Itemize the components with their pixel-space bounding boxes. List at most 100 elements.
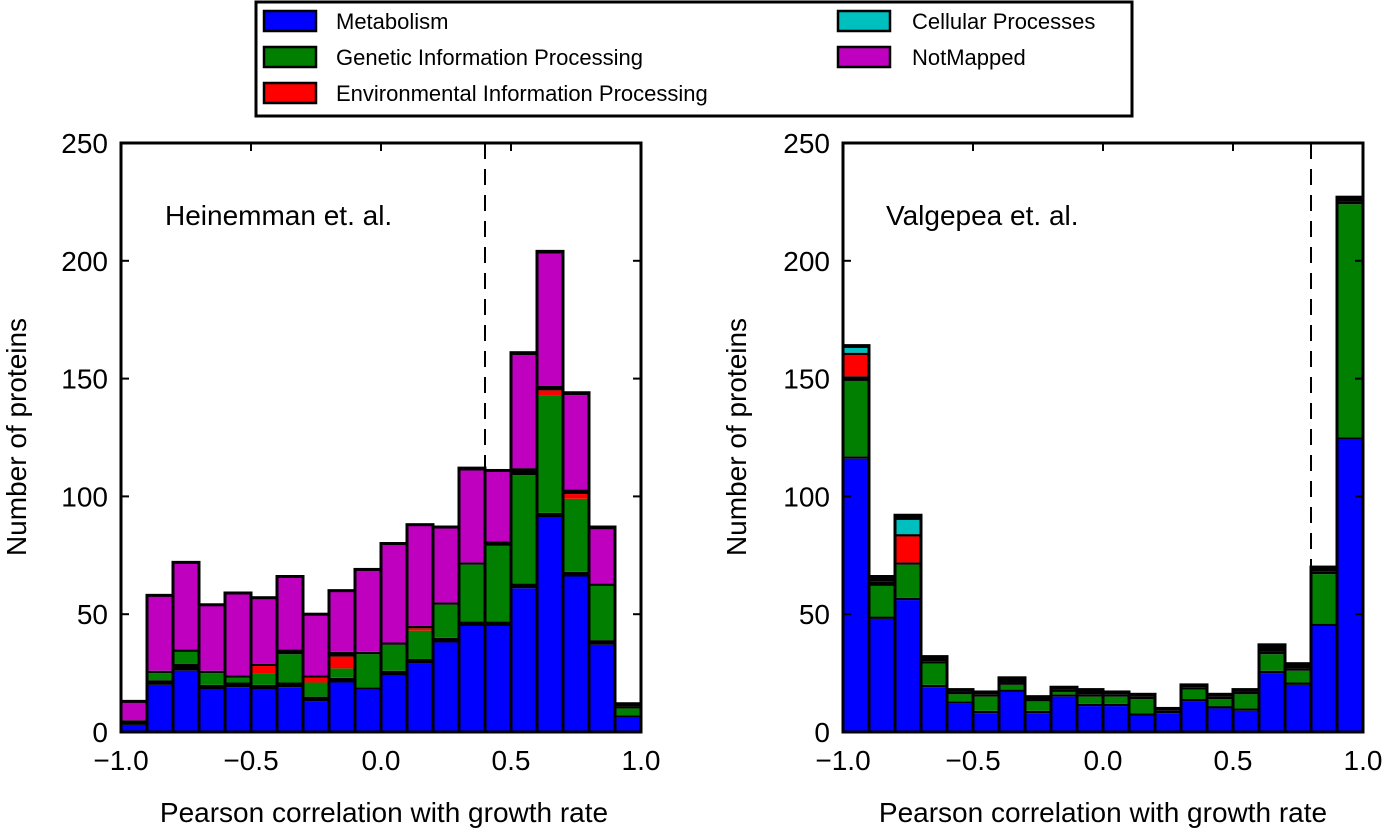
- bar-segment-genetic-information-processing: [869, 585, 895, 617]
- bar-segment-environmental-information-processing: [563, 494, 589, 499]
- legend-item-notmapped: NotMapped: [836, 45, 1026, 70]
- x-tick-label: 0.5: [492, 745, 531, 776]
- bar-segment-unlabeled: [147, 670, 173, 674]
- bar-segment-genetic-information-processing: [511, 475, 537, 584]
- bar-segment-genetic-information-processing: [173, 651, 199, 664]
- legend-item-environmental-information-processing: Environmental Information Processing: [262, 81, 708, 106]
- bar-segment-unlabeled: [589, 583, 615, 586]
- bar-segment-metabolism: [537, 517, 563, 732]
- bar-segment-metabolism: [1025, 713, 1051, 732]
- bar-segment-metabolism: [1051, 696, 1077, 732]
- bar-segment-unlabeled: [1311, 623, 1337, 626]
- bar-segment-metabolism: [947, 703, 973, 732]
- bar-segment-genetic-information-processing: [1285, 670, 1311, 683]
- bar-segment-unlabeled: [433, 637, 459, 643]
- bar-segment-metabolism: [199, 689, 225, 732]
- y-tick-label: 200: [783, 246, 830, 277]
- bar-segment-unlabeled: [485, 621, 511, 626]
- legend: Metabolism Genetic Information Processin…: [254, 0, 1134, 118]
- bar-segment-unlabeled: [1129, 696, 1155, 700]
- bar-segment-metabolism: [589, 644, 615, 732]
- bar-segment-metabolism: [485, 625, 511, 732]
- bar-segment-unlabeled: [1337, 437, 1363, 440]
- bar-segment-notmapped: [121, 701, 147, 721]
- bar-segment-unlabeled: [485, 541, 511, 546]
- bar-segment-environmental-information-processing: [251, 666, 277, 674]
- chart-valgepea: −1.0 −0.5 0.0 0.5 1.0 0 50 100 150 200 250 Valgepe…: [721, 128, 1382, 828]
- bar-segment-unlabeled: [921, 661, 947, 664]
- bar-segment-environmental-information-processing: [329, 656, 355, 669]
- y-tick-label: 200: [61, 246, 108, 277]
- bar-segment-unlabeled: [459, 562, 485, 565]
- bar-segment-unlabeled: [895, 534, 921, 537]
- bar-segment-unlabeled: [537, 512, 563, 518]
- bar-segment-metabolism: [329, 682, 355, 732]
- bar-segment-notmapped: [381, 543, 407, 643]
- x-tick-label: 0.5: [1214, 745, 1253, 776]
- bar-segment-unlabeled: [1285, 668, 1311, 671]
- ticks-heinemman: −1.0 −0.5 0.0 0.5 1.0 0 50 100 150 200 250: [61, 128, 660, 776]
- bar-segment-notmapped: [563, 395, 589, 490]
- bar-segment-notmapped: [199, 604, 225, 671]
- bar-segment-unlabeled: [1337, 201, 1363, 205]
- bar-segment-genetic-information-processing: [1129, 699, 1155, 714]
- bar-segment-genetic-information-processing: [1103, 696, 1129, 704]
- y-tick-label: 250: [61, 128, 108, 159]
- bar-segment-unlabeled: [1285, 682, 1311, 685]
- bar-segment-unlabeled: [407, 625, 433, 629]
- y-tick-label: 150: [783, 364, 830, 395]
- bar-segment-metabolism: [1285, 684, 1311, 732]
- bar-segment-metabolism: [843, 458, 869, 732]
- bar-segment-unlabeled: [173, 663, 199, 671]
- bar-segment-unlabeled: [1311, 567, 1337, 572]
- bar-segment-unlabeled: [1259, 651, 1285, 655]
- bar-segment-unlabeled: [355, 687, 381, 690]
- bar-segment-unlabeled: [563, 489, 589, 495]
- bar-segment-genetic-information-processing: [303, 682, 329, 697]
- bar-segment-metabolism: [277, 687, 303, 732]
- bar-segment-notmapped: [251, 597, 277, 664]
- y-axis-label-heinemman: Number of proteins: [1, 318, 32, 556]
- bar-segment-genetic-information-processing: [1233, 694, 1259, 709]
- bar-segment-metabolism: [303, 701, 329, 732]
- bar-segment-notmapped: [147, 595, 173, 671]
- bar-segment-genetic-information-processing: [277, 654, 303, 683]
- bar-segment-unlabeled: [1259, 644, 1285, 652]
- bar-segment-metabolism: [251, 689, 277, 732]
- legend-label-cellular-processes: Cellular Processes: [912, 9, 1095, 34]
- bar-segment-genetic-information-processing: [251, 673, 277, 685]
- bar-segment-notmapped: [225, 592, 251, 676]
- bar-segment-genetic-information-processing: [1181, 689, 1207, 700]
- bar-segment-unlabeled: [1129, 713, 1155, 716]
- bar-segment-unlabeled: [303, 696, 329, 702]
- bar-segment-unlabeled: [1233, 691, 1259, 695]
- bar-segment-unlabeled: [1337, 197, 1363, 202]
- legend-label-metabolism: Metabolism: [336, 9, 448, 34]
- bar-segment-unlabeled: [843, 376, 869, 381]
- bar-segment-environmental-information-processing: [843, 355, 869, 377]
- bar-segment-environmental-information-processing: [537, 390, 563, 396]
- bar-segment-unlabeled: [1025, 710, 1051, 714]
- bar-segment-genetic-information-processing: [1259, 654, 1285, 671]
- legend-box: [254, 0, 1134, 118]
- bar-segment-unlabeled: [173, 649, 199, 652]
- bar-segment-unlabeled: [1051, 694, 1077, 697]
- bar-segment-environmental-information-processing: [895, 536, 921, 563]
- bar-segment-unlabeled: [843, 456, 869, 459]
- bar-segment-unlabeled: [869, 576, 895, 582]
- bar-segment-metabolism: [381, 675, 407, 732]
- ticks-valgepea: −1.0 −0.5 0.0 0.5 1.0 0 50 100 150 200 250: [783, 128, 1382, 776]
- bar-segment-genetic-information-processing: [407, 630, 433, 659]
- y-tick-label: 100: [783, 481, 830, 512]
- bar-segment-genetic-information-processing: [537, 395, 563, 513]
- bar-segment-genetic-information-processing: [1051, 691, 1077, 695]
- y-tick-label: 100: [61, 481, 108, 512]
- bar-segment-genetic-information-processing: [1077, 696, 1103, 704]
- bar-segment-notmapped: [459, 470, 485, 563]
- bar-segment-genetic-information-processing: [1025, 701, 1051, 711]
- x-tick-label: −1.0: [93, 745, 148, 776]
- bar-segment-unlabeled: [355, 651, 381, 655]
- x-tick-label: 0.0: [362, 745, 401, 776]
- bar-segment-unlabeled: [869, 581, 895, 586]
